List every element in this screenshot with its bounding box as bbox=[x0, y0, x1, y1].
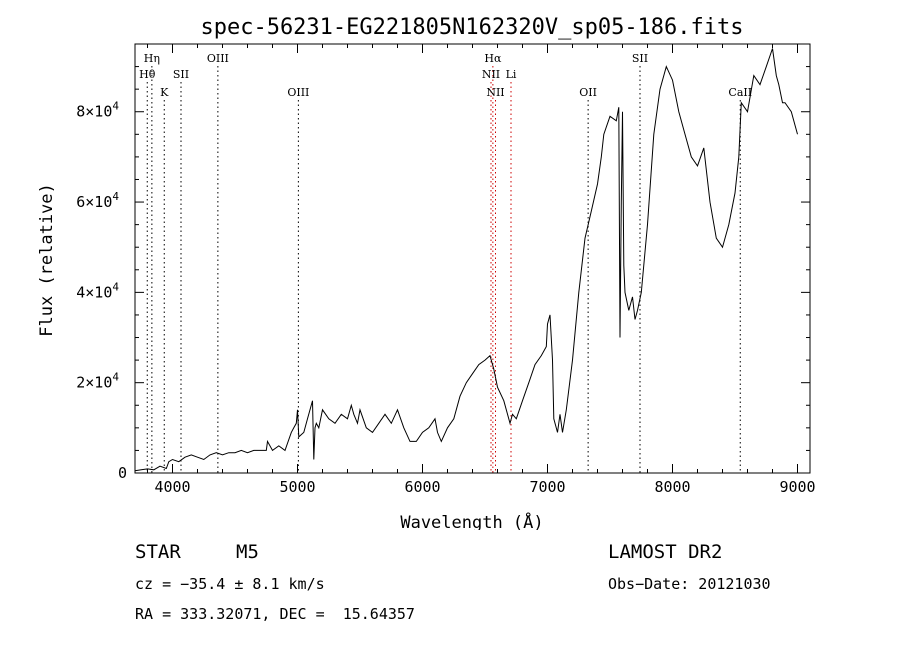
plot-frame bbox=[134, 43, 811, 474]
x-tick-label: 9000 bbox=[779, 478, 815, 496]
line-marker-label: OIII bbox=[287, 86, 309, 99]
coordinates: RA = 333.32071, DEC = 15.64357 bbox=[135, 605, 415, 623]
y-tick-label: 6×104 bbox=[76, 190, 119, 211]
line-marker-label: OII bbox=[579, 86, 597, 99]
x-axis-label: Wavelength (Å) bbox=[400, 511, 543, 530]
x-tick-label: 8000 bbox=[654, 478, 690, 496]
object-class: STAR bbox=[135, 541, 181, 563]
object-subclass: M5 bbox=[236, 541, 259, 563]
line-marker-label: SII bbox=[632, 52, 648, 65]
x-tick-label: 6000 bbox=[404, 478, 440, 496]
y-tick-label: 4×104 bbox=[76, 280, 119, 301]
x-tick-label: 7000 bbox=[529, 478, 565, 496]
survey-name: LAMOST DR2 bbox=[608, 541, 723, 563]
y-tick-label: 8×104 bbox=[76, 100, 119, 121]
line-marker-label: Hα bbox=[484, 52, 502, 65]
y-tick-label: 2×104 bbox=[76, 371, 119, 392]
line-marker-label: OIII bbox=[207, 52, 229, 65]
x-tick-label: 4000 bbox=[154, 478, 190, 496]
x-tick-label: 5000 bbox=[279, 478, 315, 496]
line-marker-label: Hθ bbox=[139, 68, 156, 81]
line-marker-label: NII bbox=[486, 86, 504, 99]
spectrum-series-line bbox=[134, 48, 798, 472]
line-marker-label: Hη bbox=[144, 52, 160, 65]
line-marker-label: NII bbox=[482, 68, 500, 81]
line-marker-label: SII bbox=[173, 68, 189, 81]
chart-title: spec-56231-EG221805N162320V_sp05-186.fit… bbox=[200, 15, 743, 40]
observation-date: Obs−Date: 20121030 bbox=[608, 575, 771, 593]
redshift-velocity: cz = −35.4 ± 8.1 km/s bbox=[135, 575, 325, 593]
y-axis-label: Flux (relative) bbox=[37, 183, 57, 337]
line-marker-label: Li bbox=[506, 68, 517, 81]
y-tick-label: 0 bbox=[118, 464, 127, 482]
plot-axes: 4000 5000 6000 7000 8000 9000 0 2×104 4×104 6×104… bbox=[76, 43, 816, 496]
line-marker-label: K bbox=[160, 86, 169, 99]
spectrum-chart: spec-56231-EG221805N162320V_sp05-186.fit… bbox=[37, 15, 816, 530]
line-marker-label: CaII bbox=[728, 86, 752, 99]
